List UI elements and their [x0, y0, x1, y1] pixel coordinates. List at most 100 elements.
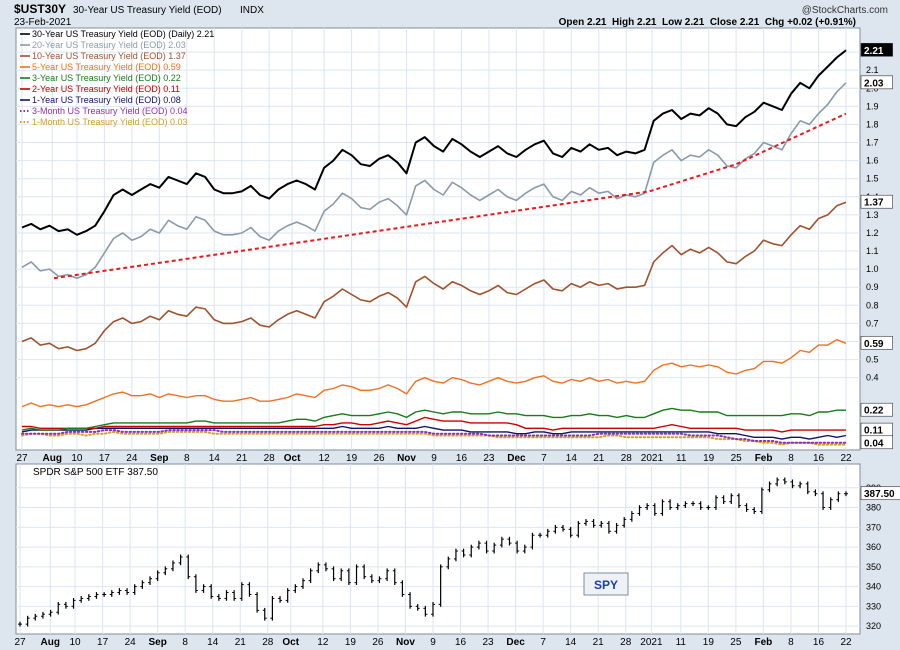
legend-entry: 20-Year US Treasury Yield (EOD) 2.03 — [32, 40, 186, 50]
lower-x-tick-label: 16 — [455, 637, 467, 648]
last-value-labels: 2.21 2.03 1.37 0.59 0.22 0.110.04 387.50 — [860, 42, 900, 501]
lower-x-tick-label: Dec — [506, 637, 525, 648]
upper-x-tick-label: 9 — [431, 453, 437, 464]
yield-series-group — [21, 49, 847, 446]
lower-x-tick-label: Aug — [41, 637, 60, 648]
last-value-label: 0.04 — [864, 438, 884, 449]
lower-y-tick-label: 330 — [866, 601, 881, 611]
lower-x-tick-label: 21 — [593, 637, 605, 648]
upper-y-tick-label: 1.2 — [866, 228, 879, 238]
lower-x-tick-label: 21 — [235, 637, 247, 648]
lower-y-tick-label: 360 — [866, 542, 881, 552]
upper-x-tick-label: 28 — [621, 453, 633, 464]
trendline — [53, 112, 847, 280]
upper-y-tick-label: 2.1 — [866, 65, 879, 75]
last-value-label: 1.37 — [864, 198, 884, 209]
trendline-group — [53, 112, 847, 280]
upper-x-tick-label: 21 — [236, 453, 248, 464]
upper-x-tick-label: 11 — [676, 453, 687, 464]
last-value-label: 0.11 — [864, 426, 883, 437]
last-value-box — [860, 194, 893, 209]
lower-x-tick-label: 28 — [262, 637, 274, 648]
lower-x-tick-label: 22 — [840, 637, 852, 648]
upper-x-tick-label: 25 — [731, 453, 743, 464]
lower-y-tick-label: 340 — [866, 582, 881, 592]
last-value-box — [860, 402, 893, 417]
series-line — [21, 425, 847, 440]
last-value-label: 387.50 — [864, 489, 895, 500]
last-value-box — [860, 486, 900, 501]
upper-y-tick-label: 0.9 — [866, 282, 879, 292]
last-value-box — [860, 335, 893, 350]
lower-y-tick-label: 380 — [866, 503, 881, 513]
upper-x-tick-label: Aug — [42, 453, 61, 464]
upper-x-tick-label: 22 — [840, 453, 852, 464]
series-line — [21, 430, 847, 446]
upper-x-tick-label: 19 — [346, 453, 358, 464]
last-value-label: 2.21 — [864, 46, 884, 57]
lower-y-tick-label: 320 — [866, 621, 881, 631]
lower-x-tick-label: 28 — [620, 637, 632, 648]
legend-entry: 10-Year US Treasury Yield (EOD) 1.37 — [32, 51, 186, 61]
upper-x-tick-label: 27 — [16, 453, 28, 464]
legend-entry: 3-Year US Treasury Yield (EOD) 0.22 — [32, 73, 181, 83]
spy-legend: SPDR S&P 500 ETF 387.50 — [33, 467, 158, 478]
upper-x-tick-label: Nov — [397, 453, 416, 464]
upper-y-tick-label: 0.5 — [866, 355, 879, 365]
upper-y-tick-label: 1.7 — [866, 138, 879, 148]
upper-x-tick-label: 12 — [319, 453, 331, 464]
legend-entry: 2-Year US Treasury Yield (EOD) 0.11 — [32, 84, 180, 94]
lower-x-tick-label: 25 — [730, 637, 742, 648]
lower-x-tick-label: Feb — [755, 637, 773, 648]
legend-entry: 30-Year US Treasury Yield (EOD) (Daily) … — [32, 29, 214, 39]
upper-y-tick-label: 1.3 — [866, 210, 879, 220]
chart-date: 23-Feb-2021 — [14, 17, 72, 28]
upper-y-tick-label: 0.4 — [866, 373, 879, 383]
upper-x-tick-label: 21 — [593, 453, 605, 464]
upper-y-tick-label: 1.9 — [866, 101, 879, 111]
lower-x-tick-label: 14 — [207, 637, 219, 648]
upper-y-tick-label: 1.5 — [866, 174, 879, 184]
symbol-title: $UST30Y — [14, 2, 66, 16]
upper-x-axis: 27 Aug 10 17 24 Sep 8 14 21 28 Oct 12 19 26 Nov 9 16 23 De… — [16, 453, 852, 464]
upper-x-tick-label: Feb — [755, 453, 773, 464]
upper-x-tick-label: 16 — [456, 453, 468, 464]
lower-y-axis: 320330340350360370380390 — [866, 483, 881, 631]
upper-x-tick-label: 7 — [541, 453, 547, 464]
lower-x-tick-label: 12 — [317, 637, 329, 648]
lower-x-tick-label: 19 — [345, 637, 357, 648]
last-value-box — [860, 75, 893, 90]
series-line — [21, 429, 847, 444]
series-line — [21, 49, 847, 236]
upper-y-axis: 0.40.50.60.70.80.91.01.11.21.31.41.51.61… — [866, 47, 879, 383]
last-value-label: 2.03 — [864, 78, 884, 89]
spy-price-bars — [18, 477, 848, 627]
legend-entry: 3-Month US Treasury Yield (EOD) 0.04 — [32, 106, 188, 116]
upper-x-tick-label: 8 — [184, 453, 190, 464]
lower-x-tick-label: 19 — [703, 637, 715, 648]
lower-x-tick-label: 27 — [14, 637, 26, 648]
upper-x-tick-label: 14 — [209, 453, 221, 464]
upper-x-tick-label: Sep — [150, 453, 168, 464]
upper-x-tick-label: 26 — [374, 453, 386, 464]
legend-entry: 1-Year US Treasury Yield (EOD) 0.08 — [32, 95, 181, 105]
lower-y-tick-label: 370 — [866, 522, 881, 532]
upper-x-tick-label: Dec — [507, 453, 526, 464]
spy-badge: SPY — [594, 578, 618, 592]
upper-y-tick-label: 1.8 — [866, 119, 879, 129]
exchange-label: INDX — [240, 5, 264, 16]
lower-x-tick-label: Sep — [148, 637, 166, 648]
lower-x-tick-label: 8 — [788, 637, 794, 648]
lower-y-tick-label: 350 — [866, 562, 881, 572]
upper-legend: 30-Year US Treasury Yield (EOD) (Daily) … — [20, 29, 214, 127]
symbol-description: 30-Year US Treasury Yield (EOD) — [73, 5, 222, 16]
upper-x-tick-label: 14 — [566, 453, 578, 464]
upper-x-tick-label: Oct — [284, 453, 301, 464]
series-line — [21, 339, 847, 408]
upper-x-tick-label: 17 — [99, 453, 111, 464]
upper-y-tick-label: 1.1 — [866, 246, 879, 256]
lower-x-tick-label: 24 — [125, 637, 137, 648]
lower-x-tick-label: 9 — [430, 637, 436, 648]
series-line — [22, 416, 846, 433]
